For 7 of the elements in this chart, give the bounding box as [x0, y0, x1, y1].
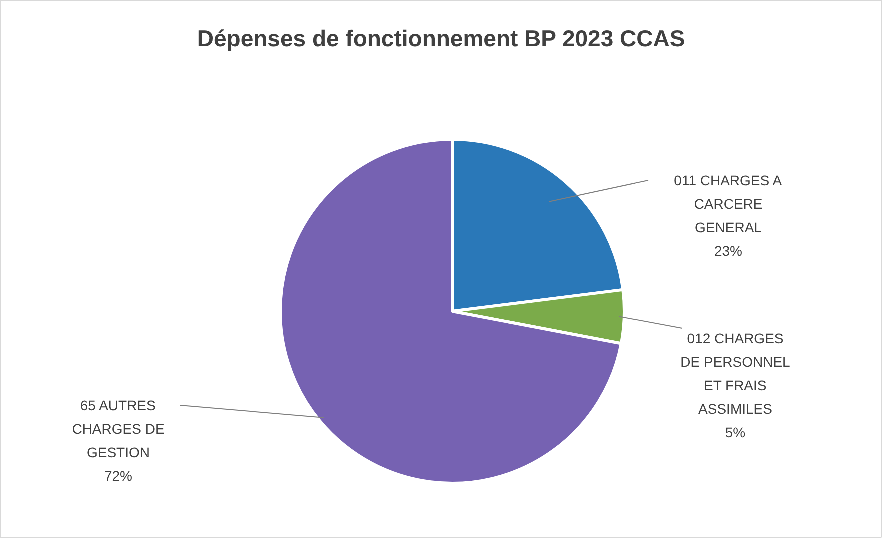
slice-label: 011 CHARGES A CARCERE GENERAL — [674, 172, 783, 236]
slice-label: 012 CHARGES DE PERSONNEL ET FRAIS ASSIMILES — [680, 330, 791, 417]
chart-title: Dépenses de fonctionnement BP 2023 CCAS — [197, 26, 686, 52]
data-label: 5% — [725, 424, 746, 440]
slice-label: 65 AUTRES CHARGES DE GESTION — [72, 398, 165, 460]
data-label: 23% — [714, 243, 743, 259]
data-label: 72% — [104, 468, 133, 484]
